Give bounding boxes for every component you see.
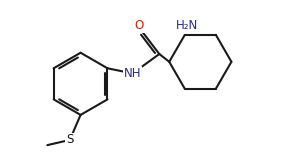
Text: S: S: [66, 133, 73, 146]
Text: NH: NH: [124, 67, 141, 80]
Text: O: O: [135, 19, 144, 32]
Text: H₂N: H₂N: [176, 19, 198, 32]
